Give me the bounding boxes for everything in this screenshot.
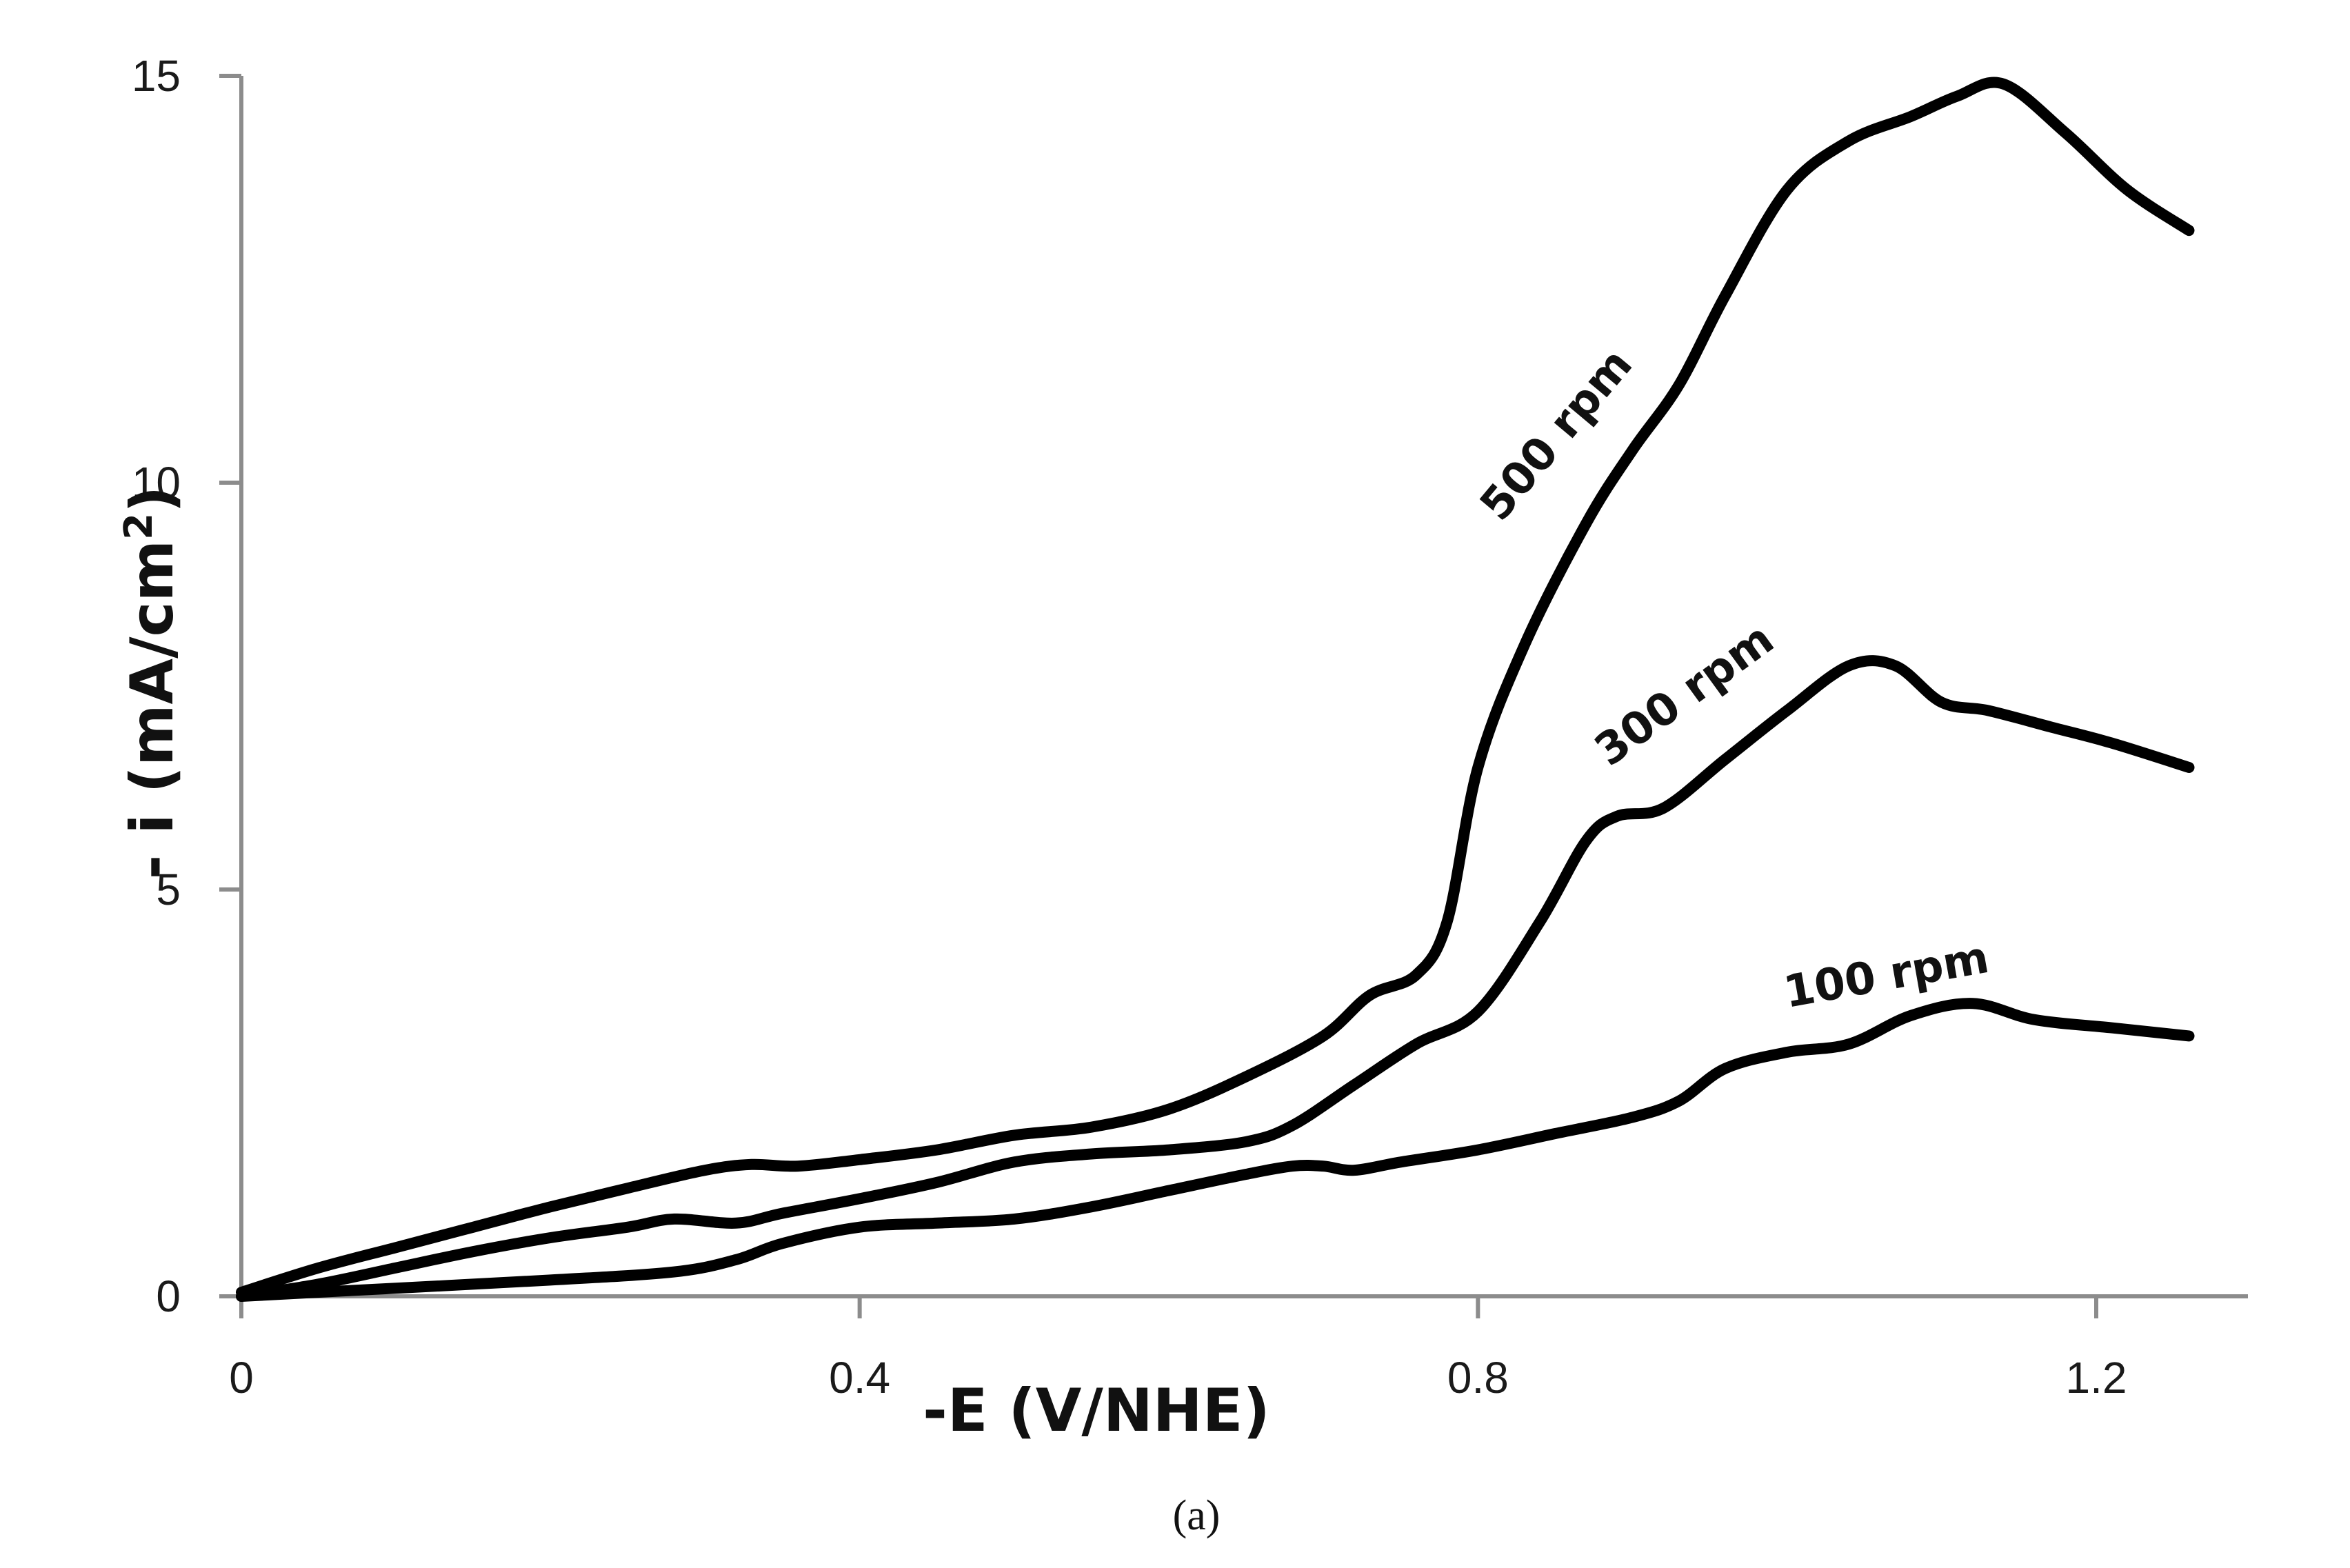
axes: [239, 76, 2248, 1298]
x-tick-label: 0: [229, 1353, 254, 1403]
y-tick-label: 0: [156, 1272, 181, 1321]
series-label-500-rpm: 500 rpm: [1471, 339, 1643, 530]
ticks: 0 5 10 15 0 0.4 0.8 1.2: [132, 51, 2127, 1403]
series-lines: [236, 77, 2195, 1302]
figure-caption: (a): [1173, 1492, 1221, 1539]
series-line-300-rpm: [236, 655, 2195, 1302]
series-line-500-rpm: [236, 77, 2195, 1298]
y-tick-label: 15: [132, 51, 181, 101]
y-tick-label: 5: [156, 865, 181, 914]
y-axis-title-superscript: 2: [117, 513, 161, 540]
series-label-300-rpm: 300 rpm: [1586, 614, 1783, 776]
x-axis-title: -E (V/NHE): [923, 1376, 1270, 1445]
y-axis-title: - i (mA/cm2): [117, 486, 187, 880]
y-axis-title-end: ): [118, 486, 187, 513]
y-tick-label: 10: [132, 458, 181, 507]
x-tick-label: 0.4: [829, 1353, 890, 1403]
x-tick-label: 1.2: [2066, 1353, 2127, 1403]
y-axis-title-main: - i (mA/cm: [118, 540, 187, 880]
x-tick-label: 0.8: [1447, 1353, 1509, 1403]
series-line-100-rpm: [236, 998, 2195, 1302]
